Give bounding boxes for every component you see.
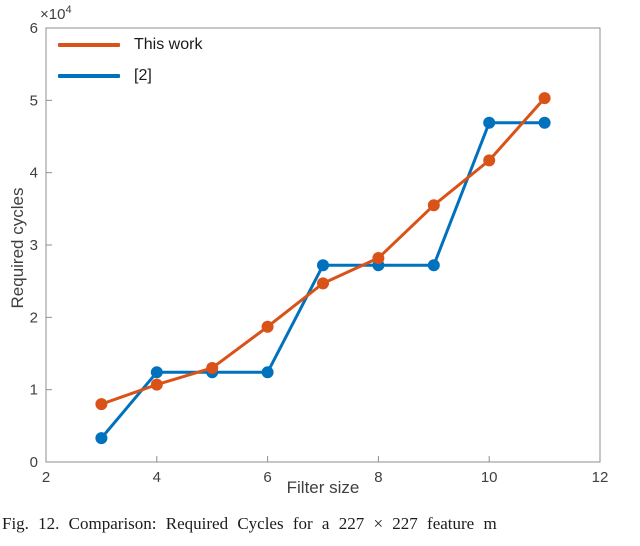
series-line-0 [99, 96, 547, 406]
y-tick-label: 5 [30, 92, 38, 109]
series-marker-1 [261, 366, 274, 379]
y-tick-label: 4 [30, 165, 38, 182]
x-tick-label: 4 [153, 469, 161, 486]
y-tick-label: 1 [30, 382, 38, 399]
legend-label-this-work: This work [134, 36, 203, 53]
chart-area: 2 4 6 8 10 12 0 1 2 3 4 5 6 ×104 This work [2] Filte… [8, 4, 609, 497]
y-tick-label: 2 [30, 309, 38, 326]
series-marker-0 [261, 320, 274, 333]
x-tick-label: 10 [481, 469, 498, 486]
y-axis-exponent: ×104 [40, 4, 72, 23]
x-tick-label: 8 [374, 469, 382, 486]
series-marker-0 [483, 154, 496, 167]
y-axis-label: Required cycles [8, 187, 27, 309]
y-tick-label: 0 [30, 454, 38, 471]
series-marker-1 [538, 116, 551, 129]
series-marker-0 [150, 378, 163, 391]
series-marker-1 [150, 366, 163, 379]
x-tick-label: 6 [263, 469, 271, 486]
series-marker-0 [538, 92, 551, 105]
legend-line-swatch-this-work [58, 43, 120, 47]
legend-entry-this-work[interactable]: This work [58, 36, 202, 54]
legend-entry-ref2[interactable]: [2] [58, 67, 202, 85]
series-marker-0 [317, 277, 329, 290]
axis-box [45, 27, 601, 463]
figure-caption: Fig. 12. Comparison: Required Cycles for… [2, 514, 497, 533]
y-tick-label: 3 [30, 237, 38, 254]
legend: This work [2] [58, 36, 202, 85]
legend-line-swatch-ref2 [58, 74, 120, 78]
series-marker-0 [95, 398, 108, 411]
y-tick-label: 6 [30, 20, 38, 37]
series-marker-1 [95, 432, 108, 445]
y-exponent-base: ×10 [40, 6, 66, 23]
x-tick-label: 12 [592, 469, 609, 486]
y-exponent-power: 4 [65, 4, 72, 16]
x-tick-label: 2 [42, 469, 50, 486]
series-marker-1 [317, 259, 329, 272]
series-marker-0 [427, 199, 440, 212]
series-marker-0 [206, 361, 219, 374]
series-marker-1 [427, 259, 440, 272]
legend-label-ref2: [2] [134, 67, 152, 84]
series-marker-0 [372, 252, 385, 265]
series-marker-1 [483, 116, 496, 129]
x-axis-label: Filter size [286, 478, 360, 497]
